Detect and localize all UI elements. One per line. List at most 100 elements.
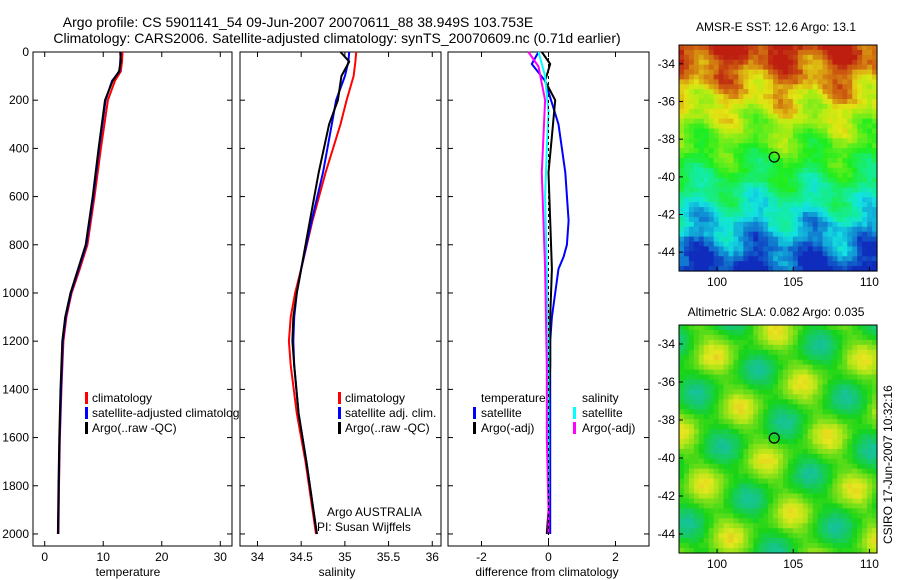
map-cell bbox=[758, 384, 764, 391]
map-cell bbox=[723, 513, 730, 519]
map-cell bbox=[728, 424, 735, 430]
map-cell bbox=[698, 54, 705, 61]
map-cell bbox=[812, 528, 819, 534]
map-cell bbox=[832, 409, 838, 415]
map-cell bbox=[773, 241, 779, 248]
map-cell bbox=[852, 468, 858, 475]
map-cell bbox=[683, 118, 690, 125]
map-cell bbox=[768, 231, 774, 238]
map-cell bbox=[847, 94, 853, 100]
map-cell bbox=[822, 266, 829, 272]
map-cell bbox=[703, 483, 710, 490]
map-cell bbox=[713, 148, 720, 154]
map-cell bbox=[857, 389, 863, 395]
map-cell bbox=[688, 364, 695, 371]
map-cell bbox=[753, 548, 759, 554]
map-cell bbox=[867, 231, 873, 238]
map-cell bbox=[862, 329, 868, 336]
map-cell bbox=[738, 99, 744, 105]
map-cell bbox=[773, 197, 779, 203]
map-cell bbox=[807, 158, 814, 164]
map-cell bbox=[867, 89, 873, 95]
map-cell bbox=[812, 123, 819, 130]
map-cell bbox=[852, 503, 858, 509]
map-cell bbox=[787, 523, 794, 529]
map-cell bbox=[743, 329, 749, 336]
map-cell bbox=[698, 448, 705, 455]
map-cell bbox=[763, 251, 769, 257]
map-cell bbox=[827, 69, 834, 76]
map-cell bbox=[872, 439, 878, 445]
map-cell bbox=[782, 473, 789, 480]
map-cell bbox=[718, 414, 725, 420]
map-cell bbox=[827, 498, 834, 505]
map-cell bbox=[862, 543, 868, 549]
map-cell bbox=[758, 153, 764, 159]
map-cell bbox=[693, 192, 700, 198]
map-cell bbox=[763, 543, 769, 549]
map-cell bbox=[802, 212, 809, 218]
map-cell bbox=[782, 329, 789, 336]
map-cell bbox=[723, 389, 730, 395]
map-cell bbox=[733, 399, 739, 405]
map-cell bbox=[728, 197, 735, 203]
map-cell bbox=[872, 49, 878, 56]
map-cell bbox=[852, 89, 858, 95]
map-cell bbox=[768, 349, 774, 356]
map-cell bbox=[857, 103, 863, 110]
map-cell bbox=[867, 325, 873, 331]
map-cell bbox=[743, 113, 749, 120]
map-cell bbox=[768, 54, 774, 61]
map-cell bbox=[778, 379, 784, 386]
map-cell bbox=[857, 89, 863, 95]
map-cell bbox=[822, 394, 829, 400]
map-cell bbox=[758, 89, 764, 95]
difference-panel: -2 0 2 difference from climatology tempera… bbox=[447, 51, 650, 579]
map-cell bbox=[683, 419, 690, 425]
map-cell bbox=[748, 192, 754, 198]
map-cell bbox=[688, 538, 695, 544]
map-cell bbox=[773, 325, 779, 331]
map-cell bbox=[827, 325, 834, 331]
map-cell bbox=[852, 236, 858, 243]
map-cell bbox=[832, 399, 838, 405]
map-cell bbox=[723, 99, 730, 105]
map-cell bbox=[679, 463, 685, 470]
map-cell bbox=[693, 162, 700, 169]
map-cell bbox=[778, 409, 784, 415]
map-cell bbox=[758, 118, 764, 125]
map-cell bbox=[748, 473, 754, 480]
map-cell bbox=[817, 99, 824, 105]
map-cell bbox=[758, 538, 764, 544]
map-cell bbox=[812, 172, 819, 179]
map-cell bbox=[713, 177, 720, 184]
map-cell bbox=[743, 463, 749, 470]
map-cell bbox=[698, 256, 705, 262]
map-cell bbox=[683, 236, 690, 243]
map-cell bbox=[693, 128, 700, 135]
map-cell bbox=[713, 498, 720, 505]
map-cell bbox=[867, 226, 873, 233]
map-cell bbox=[867, 359, 873, 366]
sst-map-panel: AMSR-E SST: 12.6 Argo: 13.1 100 105 110-34… bbox=[658, 20, 880, 289]
map-cell bbox=[743, 414, 749, 420]
map-cell bbox=[797, 64, 804, 71]
map-cell bbox=[797, 162, 804, 169]
map-cell bbox=[817, 379, 824, 386]
map-cell bbox=[748, 439, 754, 445]
map-cell bbox=[723, 458, 730, 465]
map-cell bbox=[802, 325, 809, 331]
map-cell bbox=[832, 518, 838, 524]
map-cell bbox=[683, 221, 690, 228]
map-cell bbox=[802, 153, 809, 159]
map-cell bbox=[718, 478, 725, 485]
map-cell bbox=[787, 488, 794, 495]
map-cell bbox=[738, 404, 744, 410]
map-cell bbox=[773, 424, 779, 430]
map-cell bbox=[679, 468, 685, 475]
map-cell bbox=[842, 241, 848, 248]
map-cell bbox=[753, 528, 759, 534]
map-cell bbox=[748, 424, 754, 430]
map-cell bbox=[748, 212, 754, 218]
map-cell bbox=[807, 429, 814, 435]
